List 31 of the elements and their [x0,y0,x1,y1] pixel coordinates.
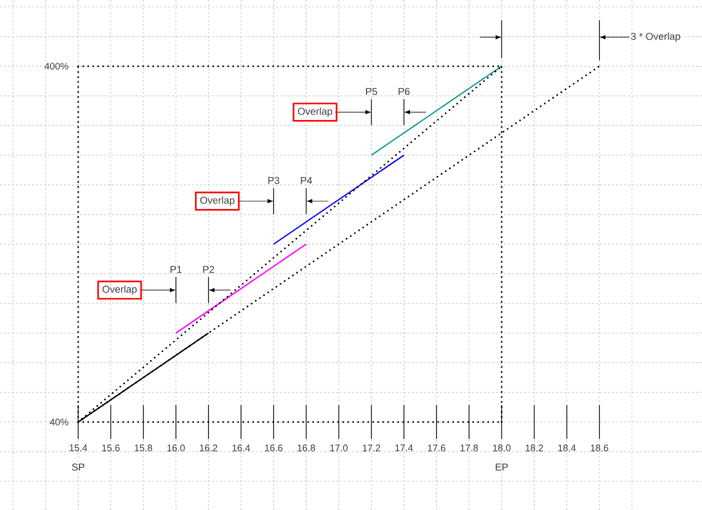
annotation: EP [496,464,508,470]
x-tick-label: 18.6 [590,444,608,452]
x-tick-label: 17.2 [362,444,380,452]
annotation: P4 [300,177,312,184]
x-tick-label: 18.0 [493,444,511,452]
y-tick-label: 40% [50,418,68,426]
annotation: P1 [170,266,182,273]
x-tick-label: 17.0 [330,444,348,452]
x-tick-label: 17.6 [428,444,446,452]
x-tick-label: 15.4 [70,444,88,452]
x-tick-label: 15.6 [102,444,120,452]
x-tick-label: 16.6 [265,444,282,452]
annotation: P3 [268,176,280,184]
x-tick-label: 16.8 [298,444,316,452]
annotation: Overlap [200,196,234,206]
x-tick-label: 18.4 [558,444,576,452]
x-tick-label: 17.8 [460,444,478,452]
x-tick-label: 18.2 [526,444,544,452]
x-tick-label: 16.2 [200,444,218,452]
annotation: Overlap [298,108,332,117]
annotation: P6 [398,88,410,95]
annotation: 3 * Overlap [630,32,680,42]
x-tick-label: 17.4 [395,444,413,452]
annotation: P2 [203,266,214,273]
y-tick-label: 400% [44,62,68,70]
annotation: SP [72,464,84,471]
x-tick-label: 16.0 [167,444,185,452]
x-tick-label: 16.4 [232,444,250,452]
annotation: P5 [366,88,378,95]
x-tick-label: 15.8 [134,444,152,452]
annotation: Overlap [102,285,137,295]
